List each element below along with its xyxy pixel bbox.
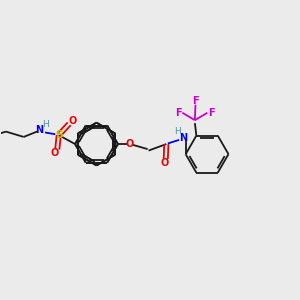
Text: O: O (51, 148, 59, 158)
Text: F: F (208, 108, 214, 118)
Text: H: H (42, 120, 49, 129)
Text: F: F (192, 96, 199, 106)
Text: S: S (55, 130, 63, 140)
Text: N: N (35, 125, 43, 135)
Text: F: F (175, 108, 182, 118)
Text: H: H (175, 127, 181, 136)
Text: O: O (160, 158, 168, 168)
Text: O: O (125, 139, 133, 149)
Text: O: O (68, 116, 76, 127)
Text: N: N (178, 133, 187, 142)
